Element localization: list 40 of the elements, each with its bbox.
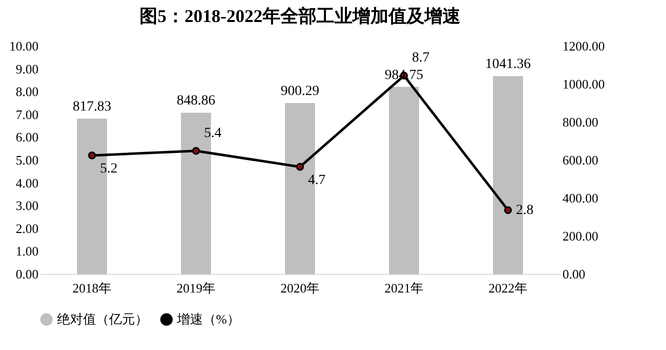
data-label: 8.7 [412,50,430,66]
y2-tick-label: 600.00 [562,152,598,168]
x-tick-label: 2020年 [280,280,320,296]
point [192,146,200,155]
legend-label: 增速（%） [176,312,240,327]
data-label: 4.7 [308,172,326,188]
y-tick-label: 9.00 [16,61,38,76]
data-label: 2.8 [516,203,534,218]
y2-tick-label: 0.00 [562,266,586,282]
y-tick-label: 1.00 [16,244,38,259]
data-label: 900.29 [280,84,320,99]
data-label: 5.4 [204,126,222,141]
y-tick-label: 10.00 [9,38,38,54]
data-label: 5.2 [100,161,118,176]
y-tick-label: 7.00 [16,106,38,122]
data-label: 1041.36 [485,57,531,72]
y2-tick-label: 1000.00 [562,76,605,92]
y2-tick-label: 200.00 [562,228,598,244]
data-label: 848.86 [176,94,216,109]
y-tick-label: 6.00 [16,130,38,145]
x-tick-label: 2018年 [72,280,112,296]
y-tick-label: 0.00 [16,266,38,282]
legend-label: 绝对值（亿元） [57,312,148,327]
data-label: 817.83 [72,100,112,115]
x-tick-label: 2019年 [176,280,216,296]
bar [389,86,419,274]
y2-tick-label: 400.00 [562,190,598,206]
x-tick-label: 2021年 [384,280,424,296]
x-tick-label: 2022年 [488,280,528,296]
y-tick-label: 2.00 [16,220,38,236]
point [296,162,304,171]
y-tick-label: 8.00 [16,84,38,100]
point [504,206,512,214]
chart-title: 图5：2018-2022年全部工业增加值及增速 [140,6,460,26]
y-tick-label: 3.00 [16,198,38,214]
y-tick-label: 5.00 [16,152,38,168]
point [88,152,96,160]
y2-tick-label: 800.00 [562,114,598,130]
y2-tick-label: 1200.00 [562,38,605,54]
y-tick-label: 4.00 [16,175,38,190]
